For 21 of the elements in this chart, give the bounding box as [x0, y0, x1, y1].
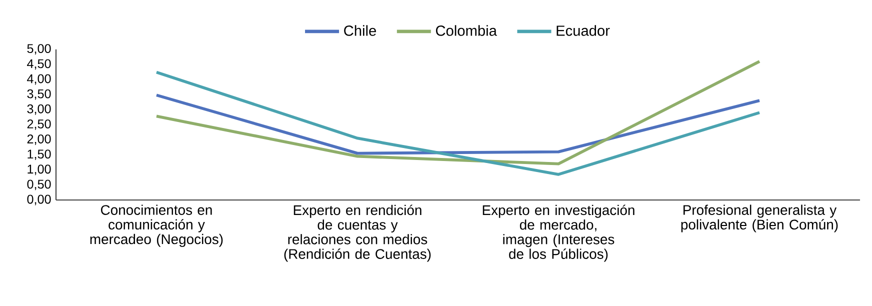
line-series — [155, 60, 761, 166]
y-tick-label: 2,50 — [27, 119, 51, 130]
y-tick-label: 3,50 — [27, 89, 51, 100]
y-tick-label: 2,00 — [27, 134, 51, 145]
x-tick-label: Experto en investigación de mercado, imagen (Intereses de los Públicos) — [482, 204, 634, 262]
y-tick-label: 4,50 — [27, 59, 51, 70]
x-tick-label: Experto en rendición de cuentas y relaciones con medios (Rendición de Cuentas) — [284, 204, 431, 262]
line-series — [155, 70, 761, 176]
legend-label: Ecuador — [556, 25, 610, 36]
y-tick-label: 0,00 — [27, 194, 51, 206]
legend-label: Colombia — [436, 25, 497, 36]
line-series — [155, 94, 761, 155]
y-tick-label: 1,50 — [28, 150, 51, 160]
y-tick-label: 3,00 — [27, 104, 51, 115]
y-tick-label: 5,00 — [27, 44, 51, 55]
x-tick-label: Conocimientos en comunicación y mercadeo (Negocios) — [90, 204, 223, 247]
y-tick-label: 0,50 — [27, 180, 51, 190]
x-tick-label: Profesional generalista y polivalente (Bien Común) — [681, 204, 838, 232]
y-tick-label: 4,00 — [27, 74, 51, 85]
legend-label: Chile — [344, 25, 376, 36]
y-tick-label: 1,00 — [28, 164, 51, 176]
